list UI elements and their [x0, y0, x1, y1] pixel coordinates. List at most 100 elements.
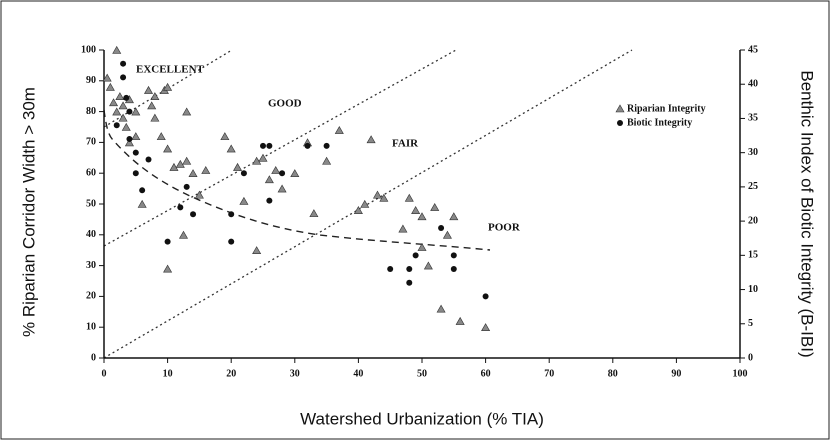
- data-point: [120, 60, 127, 67]
- y-tick-label: 50: [86, 198, 96, 209]
- data-point: [113, 122, 120, 129]
- data-point: [150, 113, 160, 122]
- data-point: [190, 211, 197, 218]
- y2-tick-label: 35: [748, 113, 758, 124]
- data-point: [442, 230, 452, 239]
- y2-tick-label: 25: [748, 181, 758, 192]
- data-point: [177, 204, 184, 211]
- data-point: [398, 224, 408, 233]
- trend-curve: [103, 109, 491, 251]
- region-label: EXCELLENT: [136, 64, 205, 76]
- data-point: [120, 74, 127, 81]
- data-point: [112, 45, 122, 54]
- data-point: [126, 135, 133, 142]
- y2-tick-label: 0: [748, 352, 753, 363]
- data-point: [194, 190, 204, 199]
- data-point: [438, 224, 445, 231]
- y2-tick-label: 20: [748, 215, 758, 226]
- data-point: [163, 264, 173, 273]
- data-point: [131, 107, 141, 116]
- y-tick-label: 10: [86, 321, 96, 332]
- data-point: [417, 243, 427, 251]
- data-point: [277, 184, 287, 193]
- x-tick-label: 10: [163, 368, 173, 379]
- data-point: [112, 107, 122, 116]
- x-tick-label: 30: [290, 368, 300, 379]
- data-point: [228, 211, 235, 218]
- x-tick-label: 90: [671, 368, 681, 379]
- data-point: [220, 132, 230, 141]
- boundary-line: [103, 49, 457, 247]
- x-tick-label: 20: [226, 368, 236, 379]
- data-point: [406, 266, 413, 273]
- data-point: [481, 323, 491, 332]
- data-point: [118, 113, 128, 122]
- data-point: [430, 202, 440, 211]
- x-tick-label: 40: [353, 368, 363, 379]
- data-point: [105, 82, 115, 91]
- y-tick-label: 40: [86, 229, 96, 240]
- x-tick-label: 50: [417, 368, 427, 379]
- data-point: [387, 266, 394, 273]
- data-point: [264, 175, 274, 184]
- data-point: [118, 101, 128, 110]
- data-point: [353, 206, 363, 214]
- y-tick-label: 70: [86, 137, 96, 148]
- x-axis-title: Watershed Urbanization (% TIA): [300, 409, 544, 428]
- data-point: [226, 144, 236, 153]
- region-label: FAIR: [392, 138, 419, 150]
- data-point: [266, 197, 273, 204]
- data-point: [228, 238, 235, 245]
- y-tick-label: 60: [86, 167, 96, 178]
- y-tick-label: 20: [86, 291, 96, 302]
- legend-label: Riparian Integrity: [627, 103, 706, 114]
- data-point: [169, 162, 179, 171]
- data-point: [126, 108, 133, 115]
- data-point: [266, 142, 273, 149]
- data-point: [102, 73, 112, 82]
- data-point: [423, 261, 433, 270]
- data-point: [323, 142, 330, 149]
- data-point: [240, 170, 247, 177]
- legend-label: Biotic Integrity: [627, 117, 692, 128]
- legend-marker: [617, 120, 623, 126]
- y-axis-title: % Riparian Corridor Width > 30m: [19, 87, 38, 337]
- data-point: [163, 82, 173, 91]
- legend-marker: [615, 104, 625, 113]
- data-point: [139, 187, 146, 194]
- data-point: [279, 170, 286, 177]
- y2-tick-label: 15: [748, 250, 758, 261]
- data-point: [455, 316, 465, 325]
- data-point: [271, 166, 281, 174]
- data-point: [137, 199, 147, 208]
- y2-tick-label: 10: [748, 284, 758, 295]
- data-point: [156, 132, 166, 141]
- data-point: [252, 156, 262, 165]
- data-point: [404, 193, 414, 202]
- y-tick-label: 100: [81, 44, 96, 55]
- data-point: [163, 144, 173, 153]
- x-tick-label: 60: [481, 368, 491, 379]
- y-tick-label: 90: [86, 75, 96, 86]
- region-label: GOOD: [268, 98, 302, 110]
- data-point: [260, 142, 266, 149]
- data-point: [290, 169, 300, 177]
- x-tick-label: 0: [102, 368, 107, 379]
- data-point: [150, 92, 160, 100]
- y2-tick-label: 40: [748, 79, 758, 90]
- data-point: [258, 153, 268, 162]
- data-point: [304, 142, 311, 149]
- data-point: [252, 246, 262, 254]
- data-point: [450, 252, 457, 259]
- data-point: [147, 101, 157, 110]
- data-point: [412, 252, 419, 259]
- data-point: [449, 212, 459, 221]
- data-point: [132, 170, 139, 177]
- data-point: [131, 132, 141, 141]
- data-point: [360, 199, 370, 208]
- data-point: [322, 156, 332, 165]
- y-tick-label: 80: [86, 106, 96, 117]
- data-point: [182, 107, 192, 116]
